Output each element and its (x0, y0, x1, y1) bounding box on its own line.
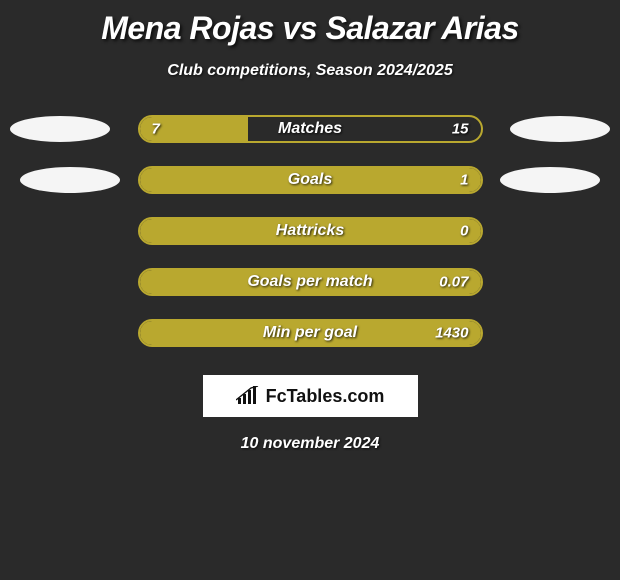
page-title: Mena Rojas vs Salazar Arias (101, 10, 519, 47)
stat-row: Hattricks 0 (0, 217, 620, 245)
stats-container: 7 Matches 15 Goals 1 Hattricks 0 Goals p… (0, 115, 620, 347)
stat-value-right: 0.07 (439, 274, 468, 291)
stat-value-right: 0 (460, 223, 468, 240)
stat-label: Hattricks (276, 222, 344, 240)
stat-row: Goals per match 0.07 (0, 268, 620, 296)
stat-row: 7 Matches 15 (0, 115, 620, 143)
stat-value-left: 7 (152, 121, 160, 138)
stat-label: Goals (288, 171, 332, 189)
stat-bar: Goals 1 (138, 166, 483, 194)
stat-bar: Min per goal 1430 (138, 319, 483, 347)
stat-bar: 7 Matches 15 (138, 115, 483, 143)
player-flag-left (20, 167, 120, 193)
stat-label: Matches (278, 120, 342, 138)
stat-bar: Goals per match 0.07 (138, 268, 483, 296)
stat-row: Goals 1 (0, 166, 620, 194)
player-flag-left (10, 116, 110, 142)
stat-bar: Hattricks 0 (138, 217, 483, 245)
page-subtitle: Club competitions, Season 2024/2025 (167, 62, 452, 80)
stat-value-right: 15 (452, 121, 469, 138)
player-flag-right (500, 167, 600, 193)
date-label: 10 november 2024 (241, 435, 380, 453)
stat-label: Min per goal (263, 324, 357, 342)
chart-icon (236, 386, 260, 406)
stat-label: Goals per match (247, 273, 372, 291)
stat-value-right: 1 (460, 172, 468, 189)
source-logo: FcTables.com (203, 375, 418, 417)
player-flag-right (510, 116, 610, 142)
stat-value-right: 1430 (435, 325, 468, 342)
source-logo-text: FcTables.com (266, 386, 385, 407)
stat-row: Min per goal 1430 (0, 319, 620, 347)
